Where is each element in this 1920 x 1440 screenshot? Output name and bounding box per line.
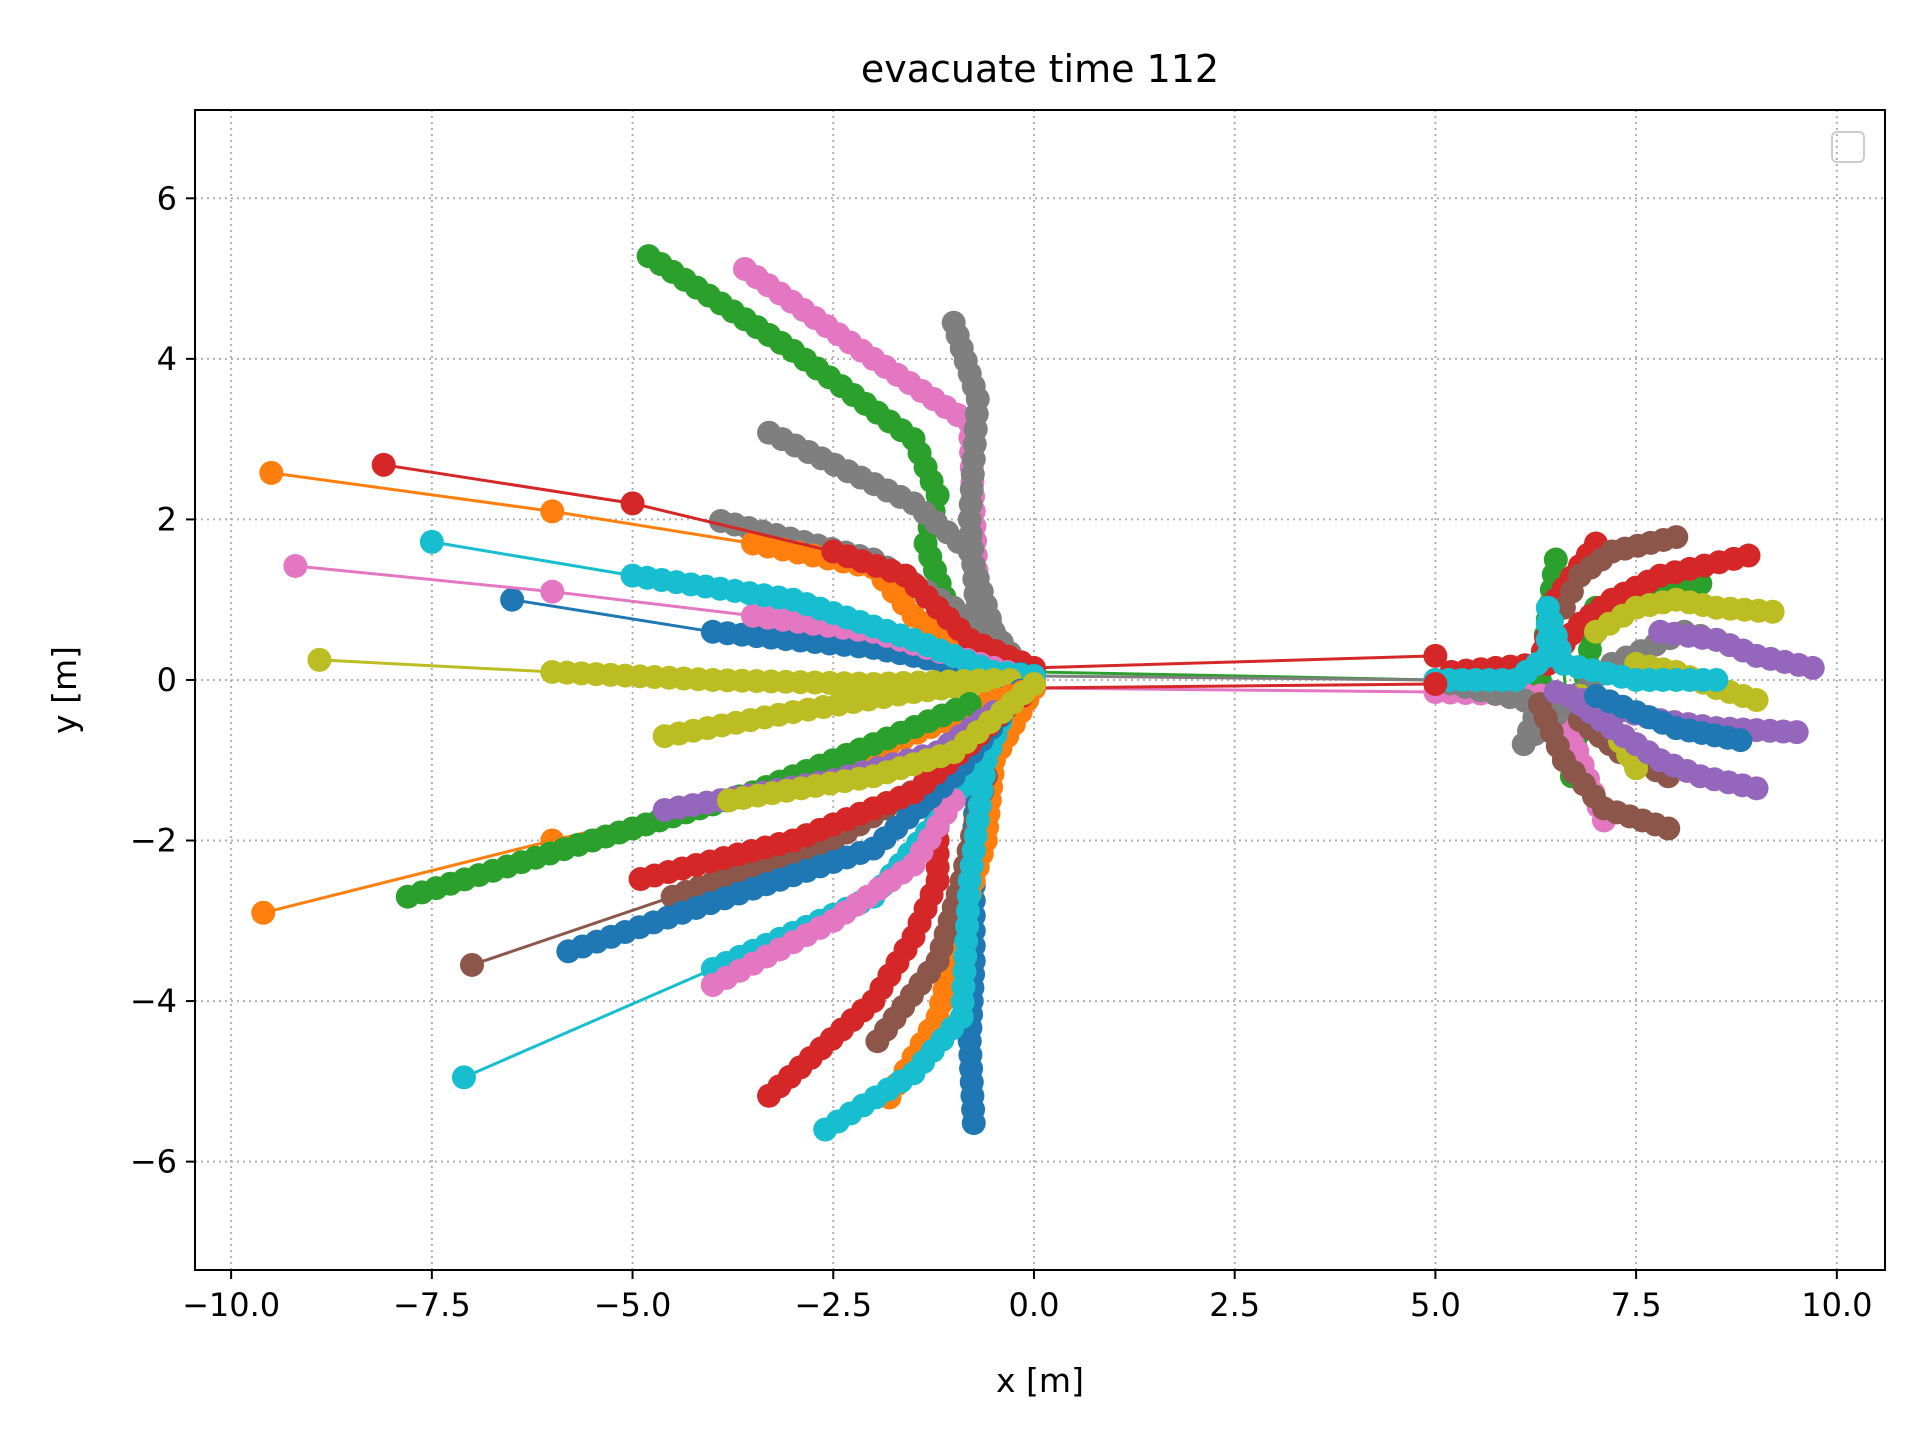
trajectory-point [1423,643,1448,668]
x-tick-label: −2.5 [794,1286,872,1324]
trajectory-series [1423,595,1729,692]
trajectory-point [419,529,444,554]
grid [195,110,1885,1270]
trajectory-point [1543,547,1568,572]
plot-frame [194,109,1886,1271]
y-tick-label: 2 [157,500,177,538]
x-tick-label: 5.0 [1410,1286,1461,1324]
trajectory-point [1021,671,1046,696]
trajectory-point [1583,619,1608,644]
y-tick-label: −2 [130,822,177,860]
trajectory-point [1704,667,1729,692]
x-tick-label: 10.0 [1801,1286,1872,1324]
trajectory-series [1583,684,1753,753]
trajectory-series [419,529,1046,688]
x-tick-label: −7.5 [393,1286,471,1324]
y-tick-label: −6 [130,1143,177,1181]
x-tick-label: 0.0 [1009,1286,1060,1324]
trajectory-series [716,671,1046,813]
trajectory-point [283,553,308,578]
legend-box [1831,131,1865,163]
trajectory-point [1648,619,1673,644]
x-tick-label: 7.5 [1611,1286,1662,1324]
trajectory-point [500,587,525,612]
y-tick-label: 6 [157,179,177,217]
chart-title: evacuate time 112 [861,47,1219,91]
plot-area [251,244,1825,1142]
x-tick-label: −5.0 [594,1286,672,1324]
y-axis-label: y [m] [45,646,84,734]
trajectory-point [1583,684,1608,709]
x-axis-label: x [m] [996,1361,1084,1400]
trajectory-point [307,647,332,672]
y-tick-label: 4 [157,340,177,378]
y-ticks: −6 −4 −2 0 2 4 6 [130,179,195,1181]
x-tick-label: −10.0 [182,1286,280,1324]
trajectory-series [1583,587,1785,644]
trajectory-point [251,900,276,925]
trajectories [251,244,1825,1142]
trajectory-point [1423,671,1448,696]
trajectory-point [540,499,565,524]
trajectory-point [1543,680,1568,705]
trajectory-point [957,692,982,717]
trajectory-point [259,460,284,485]
x-ticks: −10.0 −7.5 −5.0 −2.5 0.0 2.5 5.0 7.5 10.0 [182,1270,1872,1324]
y-tick-label: 0 [157,661,177,699]
trajectory-point [371,452,396,477]
trajectory-series [1648,619,1825,680]
y-tick-label: −4 [130,982,177,1020]
trajectory-point [540,579,565,604]
trajectory-point [451,1065,476,1090]
trajectory-point [620,491,645,516]
trajectory-series [700,788,966,998]
trajectory-point [459,952,484,977]
x-tick-label: 2.5 [1209,1286,1260,1324]
